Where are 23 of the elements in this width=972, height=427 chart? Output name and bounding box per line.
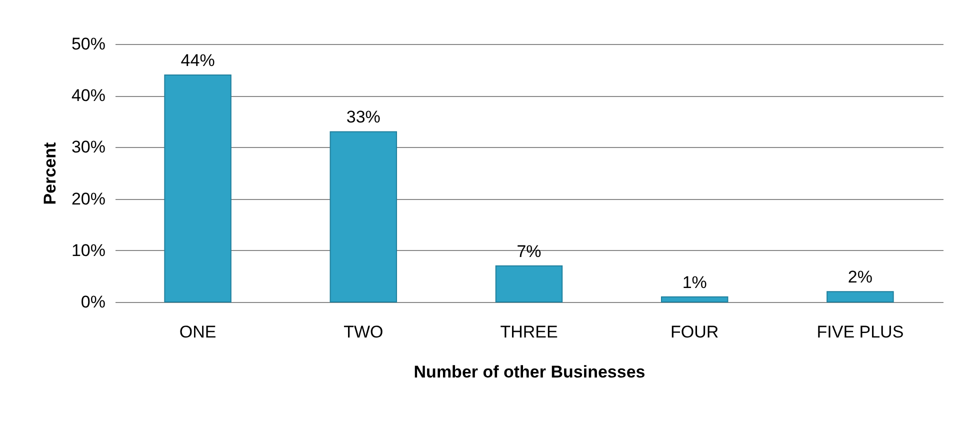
data-label: 44% xyxy=(180,50,215,70)
bar xyxy=(330,131,398,302)
x-tick-label: FOUR xyxy=(670,322,719,342)
data-label: 1% xyxy=(682,272,707,292)
y-tick-label: 30% xyxy=(71,138,106,157)
bar xyxy=(164,74,232,302)
y-tick-label: 0% xyxy=(80,292,106,312)
y-axis-title: Percent xyxy=(40,142,60,205)
data-label: 7% xyxy=(516,242,542,261)
y-tick-label: 50% xyxy=(71,34,106,54)
x-tick-label: TWO xyxy=(344,322,384,342)
bar xyxy=(660,296,728,302)
y-tick-label: 10% xyxy=(71,240,106,260)
y-tick-label: 40% xyxy=(71,86,106,106)
x-tick-label: FIVE PLUS xyxy=(816,322,904,342)
bar xyxy=(826,291,894,302)
x-tick-label: THREE xyxy=(500,322,558,342)
x-tick-label: ONE xyxy=(179,322,216,342)
data-label: 33% xyxy=(346,108,380,127)
y-tick-label: 20% xyxy=(71,189,106,208)
data-label: 2% xyxy=(848,268,872,287)
x-axis-title: Number of other Businesses xyxy=(414,362,646,382)
bar xyxy=(495,265,563,302)
